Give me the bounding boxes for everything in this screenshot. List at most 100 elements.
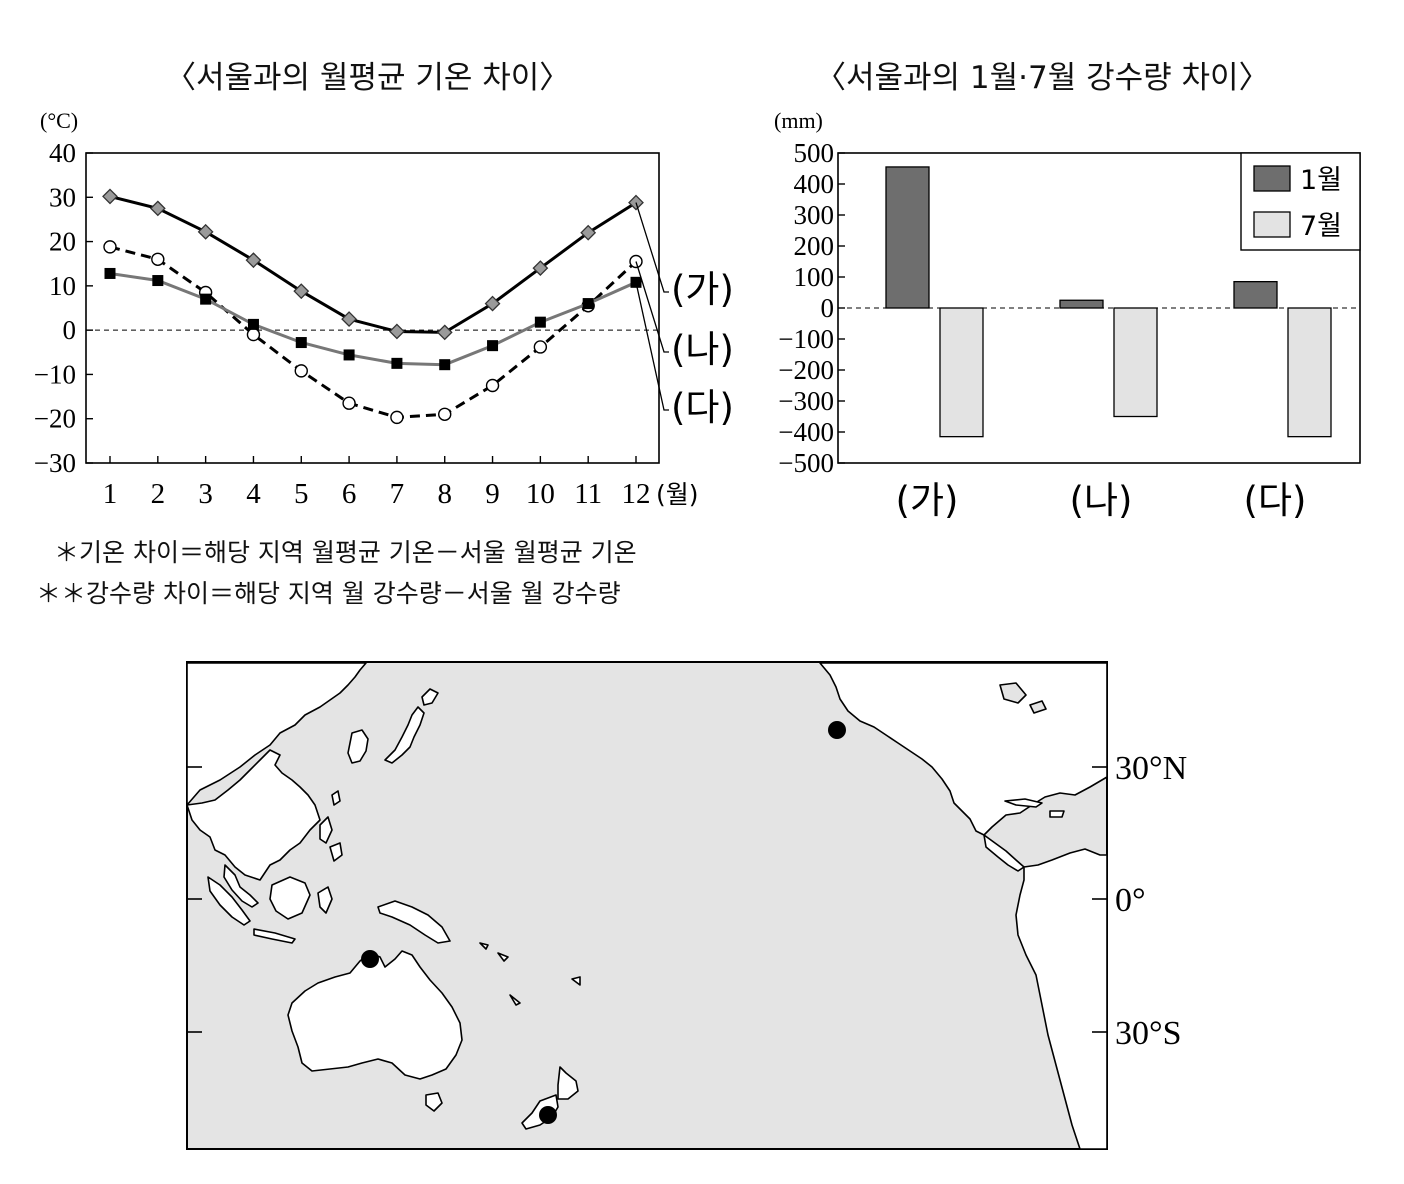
diamond-marker bbox=[532, 260, 549, 277]
square-marker bbox=[439, 359, 451, 371]
x-tick-label: 9 bbox=[485, 478, 500, 510]
y-tick-label: 300 bbox=[794, 200, 835, 230]
x-tick-label: 10 bbox=[526, 478, 555, 510]
diamond-marker bbox=[436, 324, 453, 341]
circle-marker bbox=[103, 240, 117, 254]
square-marker bbox=[534, 316, 546, 328]
bar bbox=[1059, 299, 1104, 309]
y-tick-label: −200 bbox=[778, 355, 834, 385]
fiji bbox=[571, 976, 581, 986]
series-leader-line bbox=[635, 261, 669, 353]
x-tick-label: 3 bbox=[198, 478, 213, 510]
precipitation-note: ＊＊강수량 차이＝해당 지역 월 강수량－서울 월 강수량 bbox=[36, 579, 621, 608]
line-y-axis-unit: (°C) bbox=[40, 108, 78, 133]
y-tick-label: 40 bbox=[49, 138, 76, 168]
square-marker bbox=[295, 337, 307, 349]
series-label: (다) bbox=[671, 386, 734, 429]
y-tick-label: 0 bbox=[63, 315, 77, 345]
lat-label-30s: 30°S bbox=[1115, 1015, 1182, 1052]
tasmania bbox=[425, 1092, 443, 1112]
sulawesi bbox=[317, 886, 333, 914]
new-caledonia bbox=[509, 994, 521, 1006]
circle-marker bbox=[151, 252, 165, 266]
central-america bbox=[983, 834, 1025, 872]
bar bbox=[939, 307, 984, 438]
series-label: (가) bbox=[671, 268, 734, 311]
x-tick-label: 8 bbox=[437, 478, 452, 510]
y-tick-label: 100 bbox=[794, 262, 835, 292]
series-leader-line bbox=[635, 282, 669, 411]
asia-landmass bbox=[186, 662, 367, 881]
lat-label-equator: 0° bbox=[1115, 882, 1146, 919]
y-tick-label: −20 bbox=[34, 404, 76, 434]
bar-y-axis-unit: (mm) bbox=[774, 108, 823, 133]
y-tick-label: −400 bbox=[778, 417, 834, 447]
x-tick-label: 6 bbox=[342, 478, 357, 510]
line-chart-title: 〈서울과의 월평균 기온 차이〉 bbox=[165, 60, 571, 96]
dunedin-point bbox=[539, 1106, 557, 1124]
japan-islands bbox=[384, 706, 425, 764]
square-marker bbox=[391, 357, 403, 369]
y-tick-label: 500 bbox=[794, 138, 835, 168]
category-label: (가) bbox=[896, 479, 959, 522]
y-tick-label: −100 bbox=[778, 324, 834, 354]
y-tick-label: 30 bbox=[49, 182, 76, 212]
hokkaido bbox=[421, 688, 439, 706]
bar bbox=[1287, 307, 1332, 438]
legend-label: 7월 bbox=[1300, 211, 1342, 242]
circle-marker bbox=[246, 327, 261, 342]
temperature-note: ＊기온 차이＝해당 지역 월평균 기온－서울 월평균 기온 bbox=[54, 538, 637, 567]
diamond-marker bbox=[293, 283, 310, 300]
malay-peninsula bbox=[223, 864, 259, 908]
diamond-marker bbox=[341, 311, 358, 327]
cuba bbox=[1004, 798, 1043, 808]
square-marker bbox=[630, 276, 642, 288]
hispaniola bbox=[1049, 810, 1065, 818]
y-tick-label: −500 bbox=[778, 448, 834, 478]
circle-marker bbox=[390, 410, 404, 425]
diamond-marker bbox=[388, 323, 405, 340]
series-label: (나) bbox=[671, 328, 734, 371]
series-line bbox=[109, 194, 637, 334]
bar-chart: (mm) 5004003002001000−100−200−300−400−500… bbox=[774, 108, 1361, 522]
great-lakes bbox=[999, 682, 1047, 714]
x-tick-label: 7 bbox=[390, 478, 405, 510]
line-plot-frame bbox=[85, 152, 660, 464]
diamond-marker bbox=[245, 252, 262, 269]
y-tick-label: −30 bbox=[34, 448, 76, 478]
y-tick-label: 200 bbox=[794, 231, 835, 261]
category-label: (나) bbox=[1070, 479, 1133, 522]
diamond-marker bbox=[580, 224, 597, 241]
new-guinea bbox=[377, 900, 451, 944]
java bbox=[253, 928, 296, 944]
new-zealand-north bbox=[557, 1066, 579, 1100]
taiwan bbox=[331, 790, 341, 806]
philippines bbox=[319, 816, 343, 862]
y-tick-label: 20 bbox=[49, 227, 76, 257]
x-tick-label: 5 bbox=[294, 478, 309, 510]
lat-label-30n: 30°N bbox=[1115, 750, 1187, 787]
x-axis-unit: (월) bbox=[656, 480, 699, 509]
x-tick-label: 2 bbox=[151, 478, 166, 510]
diamond-marker bbox=[149, 200, 166, 217]
bar bbox=[1233, 280, 1278, 309]
california-point bbox=[828, 721, 846, 739]
circle-marker bbox=[485, 378, 500, 393]
x-tick-label: 1 bbox=[103, 478, 118, 510]
y-tick-label: 10 bbox=[49, 271, 76, 301]
square-marker bbox=[487, 340, 499, 352]
sumatra bbox=[207, 876, 251, 926]
legend-swatch bbox=[1253, 165, 1291, 192]
y-tick-label: −300 bbox=[778, 386, 834, 416]
circle-marker bbox=[294, 364, 308, 378]
borneo bbox=[269, 876, 311, 920]
square-marker bbox=[104, 267, 116, 279]
bar bbox=[885, 166, 930, 309]
diamond-marker bbox=[197, 223, 214, 240]
y-tick-label: −10 bbox=[34, 359, 76, 389]
square-marker bbox=[247, 318, 259, 330]
x-tick-label: 12 bbox=[622, 478, 651, 510]
square-marker bbox=[200, 293, 212, 305]
legend-label: 1월 bbox=[1300, 165, 1342, 196]
